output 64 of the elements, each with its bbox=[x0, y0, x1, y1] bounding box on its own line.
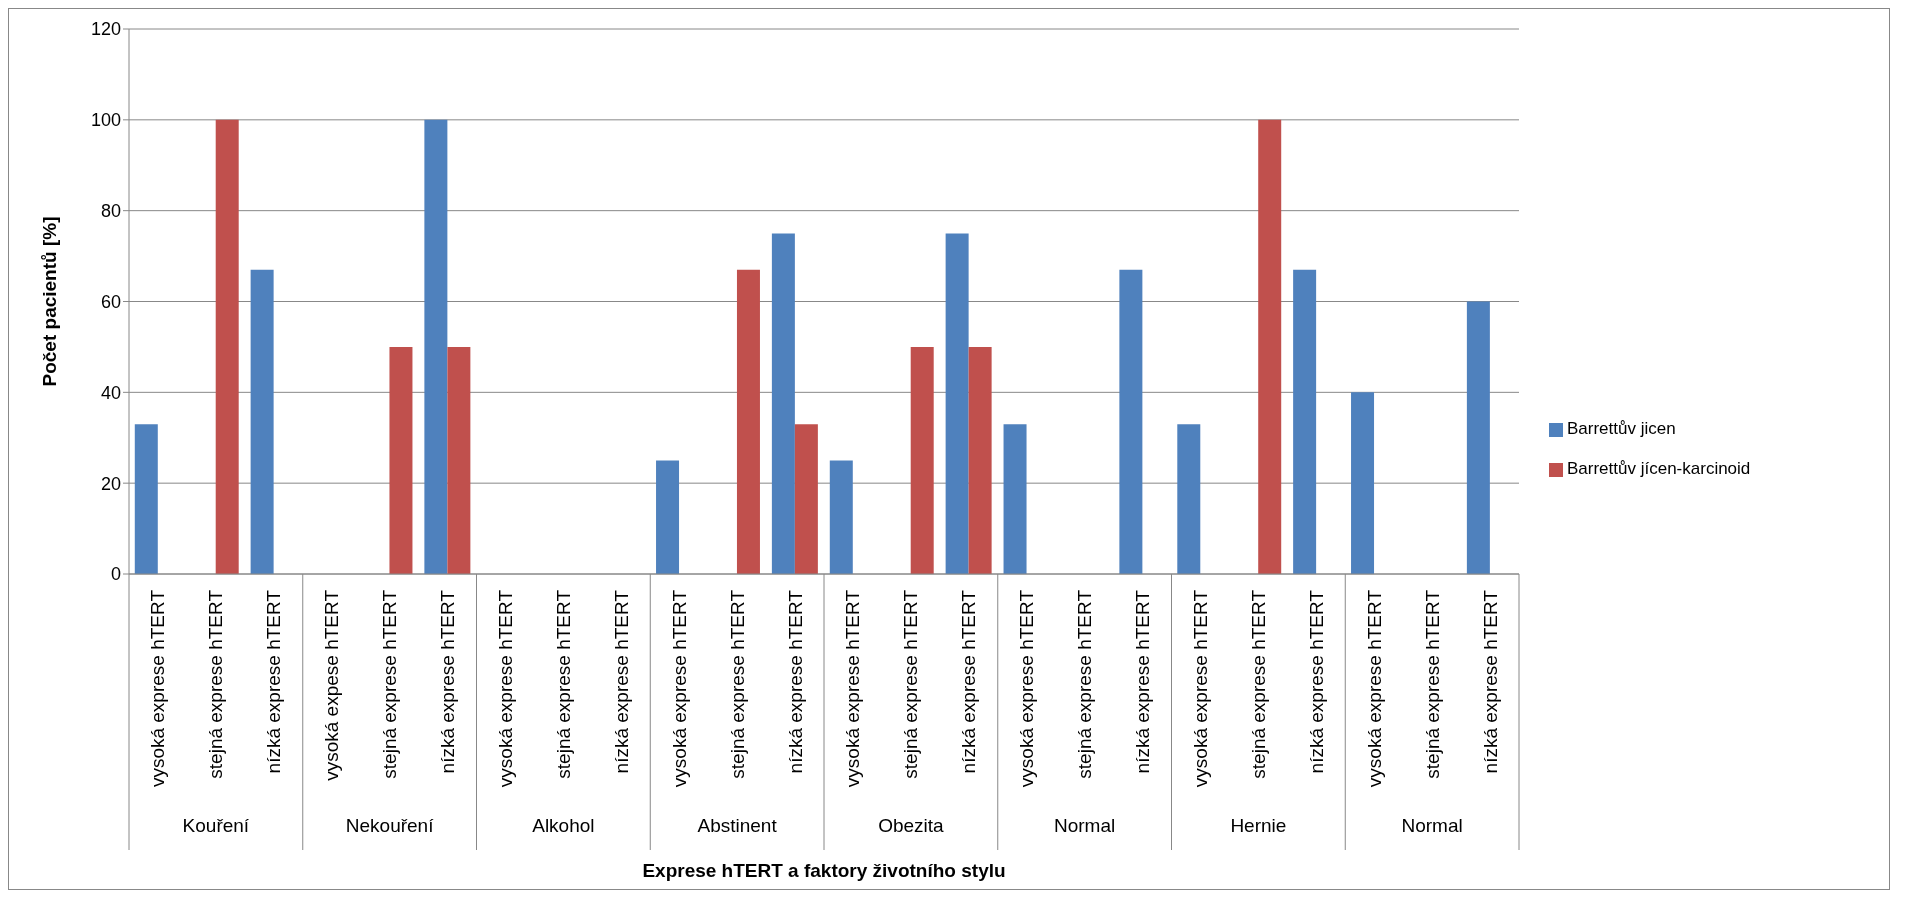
x-tick-label: nízká exprese hTERT bbox=[1479, 589, 1501, 774]
text: Abstinent bbox=[697, 815, 778, 836]
text: Normal bbox=[1054, 815, 1116, 836]
x-tick-label: vysoká exprese hTERT bbox=[494, 589, 516, 788]
x-tick-label: vysoká exprese hTERT bbox=[147, 589, 169, 788]
x-tick-label: stejná exprese hTERT bbox=[1247, 589, 1269, 779]
x-tick-label: vysoká exprese hTERT bbox=[1363, 589, 1385, 788]
x-tick-label: nízká exprese hTERT bbox=[1132, 589, 1154, 774]
text: Hernie bbox=[1230, 815, 1287, 836]
bar bbox=[1466, 301, 1490, 574]
y-tick-label: 120 bbox=[90, 19, 121, 40]
bar bbox=[910, 346, 934, 574]
bar bbox=[1351, 392, 1375, 574]
x-tick-label: vysoká exprese hTERT bbox=[1189, 589, 1211, 788]
y-axis-title: Počet pacientů [%] bbox=[38, 216, 60, 387]
x-tick-label: nízká exprese hTERT bbox=[958, 589, 980, 774]
x-tick-label: stejná exprese hTERT bbox=[900, 589, 922, 779]
bar bbox=[215, 119, 239, 574]
bar bbox=[771, 233, 795, 574]
x-axis-title: Exprese hTERT a faktory životního stylu bbox=[642, 860, 1006, 881]
x-tick-label: nízká exprese hTERT bbox=[437, 589, 459, 774]
text: Nekouření bbox=[345, 815, 435, 836]
bar bbox=[250, 269, 274, 574]
x-tick-label: stejná exprese hTERT bbox=[552, 589, 574, 779]
x-tick-label: nízká exprese hTERT bbox=[610, 589, 632, 774]
bar bbox=[1177, 424, 1201, 574]
y-tick-label: 60 bbox=[100, 291, 121, 312]
x-tick-label: stejná exprese hTERT bbox=[205, 589, 227, 779]
x-tick-label: stejná exprese hTERT bbox=[1421, 589, 1443, 779]
y-tick-label: 100 bbox=[90, 110, 121, 131]
x-tick-label: stejná exprese hTERT bbox=[1074, 589, 1096, 779]
y-tick-label: 40 bbox=[100, 382, 121, 403]
bar bbox=[736, 269, 760, 574]
x-tick-label: vysoká expese hTERT bbox=[321, 589, 343, 781]
legend-label: Barrettův jicen bbox=[1567, 419, 1676, 438]
y-tick-label: 0 bbox=[110, 564, 121, 585]
bar bbox=[829, 460, 853, 574]
bar bbox=[389, 346, 413, 574]
x-tick-label: vysoká exprese hTERT bbox=[842, 589, 864, 788]
y-tick-label: 80 bbox=[100, 201, 121, 222]
x-tick-label: vysoká exprese hTERT bbox=[1016, 589, 1038, 788]
x-tick-label: nízká exprese hTERT bbox=[263, 589, 285, 774]
legend-label: Barrettův jícen-karcinoid bbox=[1567, 459, 1751, 478]
x-tick-label: stejná exprese hTERT bbox=[379, 589, 401, 779]
bar bbox=[656, 460, 680, 574]
bar bbox=[1293, 269, 1317, 574]
bar bbox=[794, 424, 818, 574]
bar bbox=[447, 346, 471, 574]
bar bbox=[1119, 269, 1143, 574]
x-tick-label: stejná exprese hTERT bbox=[726, 589, 748, 779]
bar bbox=[424, 119, 448, 574]
x-tick-label: vysoká exprese hTERT bbox=[668, 589, 690, 788]
x-tick-label: nízká exprese hTERT bbox=[1305, 589, 1327, 774]
text: Kouření bbox=[182, 815, 250, 836]
bar bbox=[1258, 119, 1282, 574]
y-tick-label: 20 bbox=[100, 473, 121, 494]
x-tick-label: nízká exprese hTERT bbox=[784, 589, 806, 774]
bar bbox=[1003, 424, 1027, 574]
text: Alkohol bbox=[532, 815, 595, 836]
text: Obezita bbox=[878, 815, 945, 836]
bar bbox=[134, 424, 158, 574]
text: Normal bbox=[1401, 815, 1463, 836]
bar bbox=[968, 346, 992, 574]
bar bbox=[945, 233, 969, 574]
